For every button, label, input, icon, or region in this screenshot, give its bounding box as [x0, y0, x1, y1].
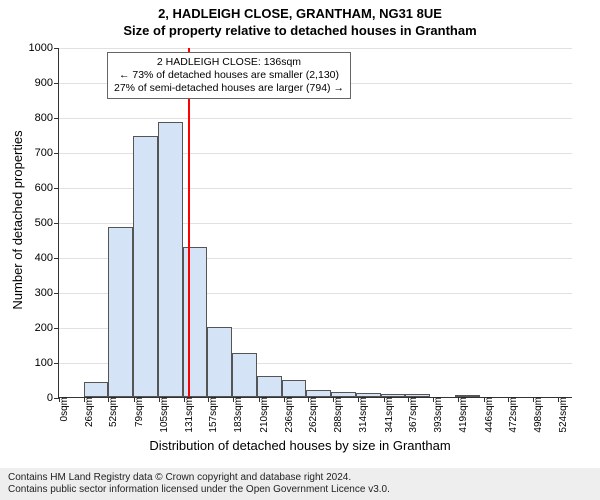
- y-tick-mark: [54, 258, 59, 259]
- x-tick-label: 446sqm: [480, 397, 495, 433]
- chart-subtitle: Size of property relative to detached ho…: [0, 21, 600, 38]
- x-tick-label: 0sqm: [55, 397, 70, 421]
- footer-line2: Contains public sector information licen…: [8, 484, 592, 496]
- x-tick-label: 183sqm: [229, 397, 244, 433]
- y-axis-label: Number of detached properties: [10, 130, 25, 309]
- histogram-bar: [158, 122, 183, 397]
- histogram-bar: [133, 136, 158, 397]
- y-tick-mark: [54, 188, 59, 189]
- gridline: [59, 118, 572, 119]
- histogram-bar: [108, 227, 133, 397]
- footer: Contains HM Land Registry data © Crown c…: [0, 468, 600, 500]
- x-tick-label: 157sqm: [204, 397, 219, 433]
- x-tick-label: 26sqm: [80, 397, 95, 427]
- y-tick-mark: [54, 363, 59, 364]
- annotation-line3: 27% of semi-detached houses are larger (…: [114, 82, 344, 95]
- histogram-bar: [232, 353, 257, 397]
- histogram-bar: [207, 327, 232, 397]
- x-tick-label: 79sqm: [130, 397, 145, 427]
- y-tick-mark: [54, 118, 59, 119]
- histogram-bar: [257, 376, 282, 397]
- x-tick-label: 498sqm: [529, 397, 544, 433]
- x-tick-label: 288sqm: [329, 397, 344, 433]
- x-tick-label: 262sqm: [304, 397, 319, 433]
- x-tick-label: 393sqm: [429, 397, 444, 433]
- x-tick-label: 341sqm: [380, 397, 395, 433]
- x-tick-label: 105sqm: [155, 397, 170, 433]
- y-tick-mark: [54, 328, 59, 329]
- histogram-bar: [183, 247, 208, 398]
- y-tick-mark: [54, 153, 59, 154]
- x-tick-label: 367sqm: [404, 397, 419, 433]
- y-tick-mark: [54, 83, 59, 84]
- chart-title: 2, HADLEIGH CLOSE, GRANTHAM, NG31 8UE: [0, 0, 600, 21]
- gridline: [59, 48, 572, 49]
- x-tick-label: 52sqm: [104, 397, 119, 427]
- x-tick-label: 131sqm: [180, 397, 195, 433]
- y-tick-mark: [54, 223, 59, 224]
- x-tick-label: 524sqm: [554, 397, 569, 433]
- marker-line: [188, 48, 190, 397]
- plot-region: 2 HADLEIGH CLOSE: 136sqm ← 73% of detach…: [58, 48, 572, 398]
- footer-line1: Contains HM Land Registry data © Crown c…: [8, 472, 592, 484]
- x-tick-label: 419sqm: [454, 397, 469, 433]
- annotation-line1: 2 HADLEIGH CLOSE: 136sqm: [114, 56, 344, 69]
- x-tick-label: 472sqm: [504, 397, 519, 433]
- x-axis-label: Distribution of detached houses by size …: [0, 438, 600, 453]
- annotation-line2: ← 73% of detached houses are smaller (2,…: [114, 69, 344, 82]
- annotation-box: 2 HADLEIGH CLOSE: 136sqm ← 73% of detach…: [107, 52, 351, 99]
- chart-area: 2 HADLEIGH CLOSE: 136sqm ← 73% of detach…: [58, 48, 572, 398]
- x-tick-label: 210sqm: [255, 397, 270, 433]
- y-tick-mark: [54, 293, 59, 294]
- histogram-bar: [282, 380, 307, 398]
- histogram-bar: [306, 390, 331, 397]
- x-tick-label: 236sqm: [280, 397, 295, 433]
- x-tick-label: 314sqm: [354, 397, 369, 433]
- histogram-bar: [84, 382, 109, 397]
- y-tick-mark: [54, 48, 59, 49]
